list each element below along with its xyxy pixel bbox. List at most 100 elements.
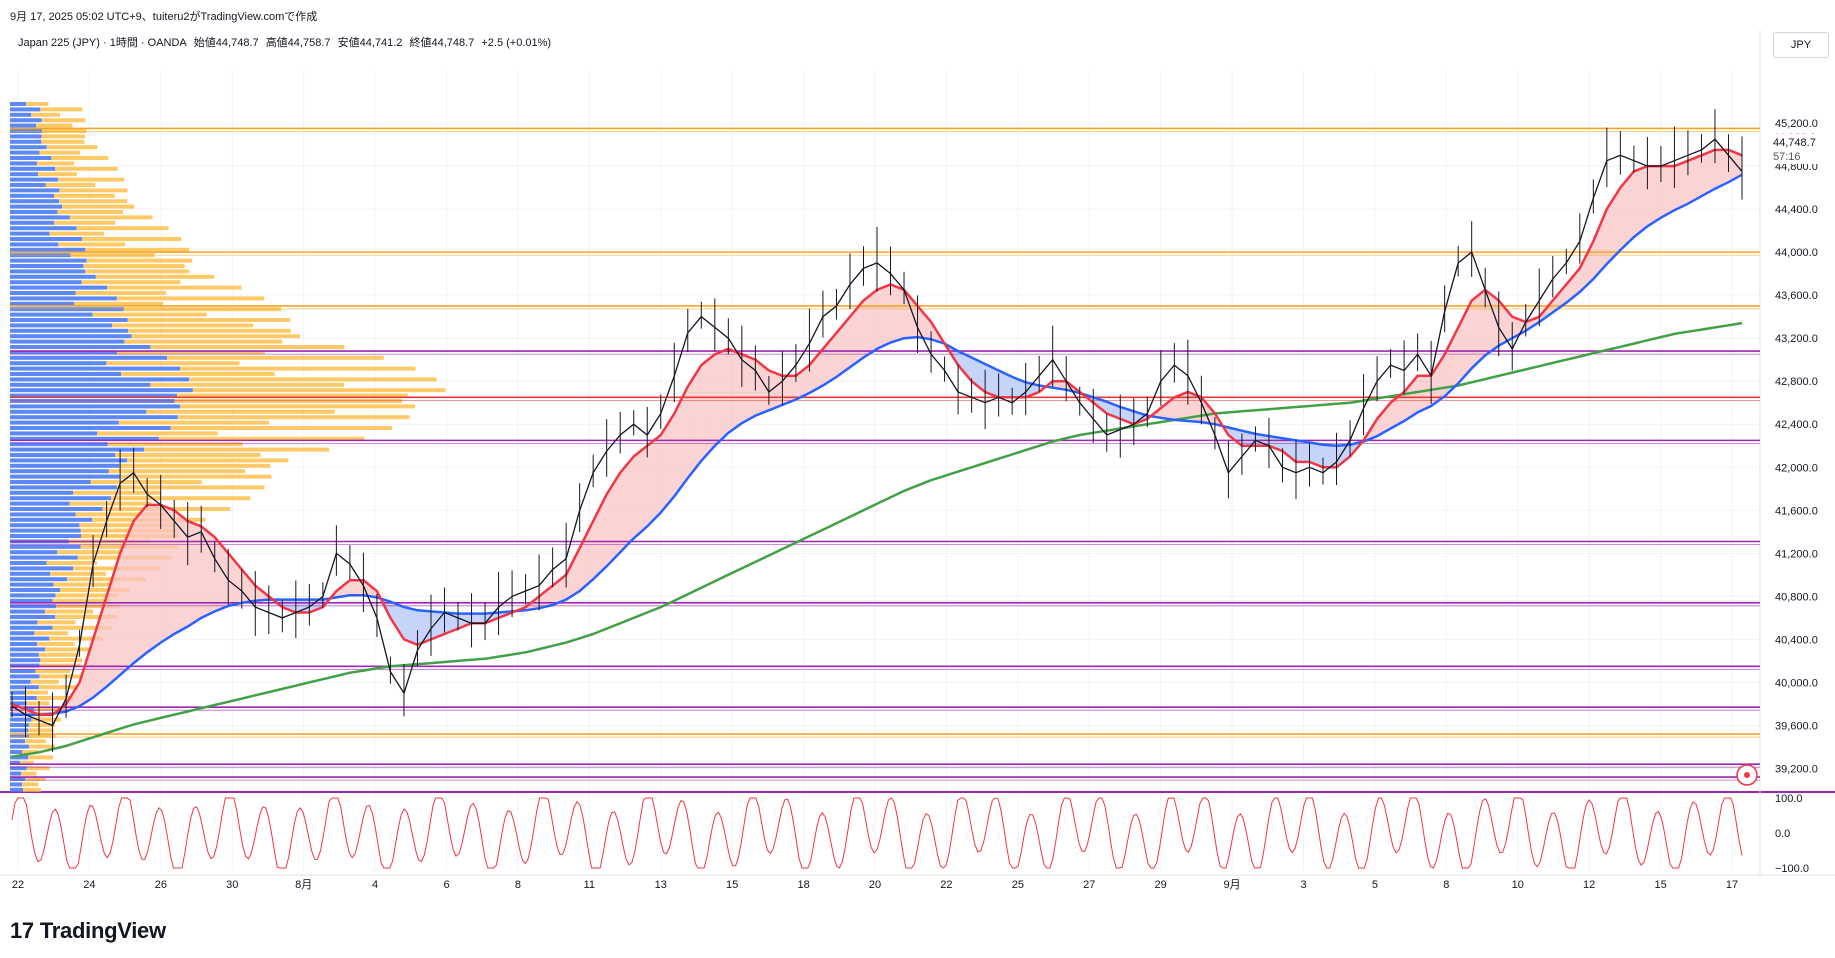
volume-bar-sell xyxy=(117,350,265,355)
ema-cloud-segment xyxy=(1431,354,1445,406)
ema-cloud-segment xyxy=(1498,300,1513,346)
time-axis: 22 24 26 30 8月 4 6 8 11 13 15 18 20 22 25 27 29 9月 3 5 8 10 12… xyxy=(12,879,1738,891)
ema-cloud-segment xyxy=(390,601,404,640)
ema-cloud-segment xyxy=(430,611,445,640)
volume-bar-sell xyxy=(54,220,116,225)
volume-bar-sell xyxy=(116,485,265,490)
volume-bar-buy xyxy=(10,301,75,306)
volume-bar-sell xyxy=(26,766,50,771)
ema-cloud-segment xyxy=(728,348,742,433)
volume-bar-buy xyxy=(10,361,107,366)
ema-cloud-segment xyxy=(214,537,229,612)
time-axis-tick: 3 xyxy=(1300,879,1306,891)
volume-bar-buy xyxy=(10,139,42,144)
volume-bar-buy xyxy=(10,652,39,657)
volume-bar-sell xyxy=(107,442,243,447)
volume-bar-buy xyxy=(10,636,50,641)
ema-cloud-segment xyxy=(1282,438,1296,462)
ema-cloud-segment xyxy=(485,612,499,624)
volume-bar-buy xyxy=(10,771,22,776)
volume-bar-buy xyxy=(10,588,61,592)
ema-cloud-segment xyxy=(1579,241,1594,292)
volume-bar-sell xyxy=(28,728,54,733)
volume-bar-buy xyxy=(10,382,151,387)
volume-bar-buy xyxy=(10,264,84,268)
ema-cloud-segment xyxy=(741,354,756,424)
price-axis-tick: 39,200.0 xyxy=(1775,763,1818,775)
volume-bar-sell xyxy=(38,685,78,690)
volume-bar-buy xyxy=(10,496,111,501)
ema-cloud-segment xyxy=(79,639,94,707)
time-axis-tick: 8 xyxy=(1443,879,1449,891)
volume-bar-buy xyxy=(10,274,96,279)
volume-bar-sell xyxy=(189,377,437,382)
ema-cloud-segment xyxy=(120,521,134,675)
volume-bar-sell xyxy=(75,512,167,517)
volume-bar-buy xyxy=(10,534,82,538)
price-axis-tick: 40,800.0 xyxy=(1775,591,1818,603)
ema-cloud-segment xyxy=(403,607,418,645)
volume-bar-buy xyxy=(10,787,24,792)
volume-bar-sell xyxy=(150,345,345,349)
volume-bar-buy xyxy=(10,566,74,571)
ema-cloud-segment xyxy=(633,445,648,539)
ema-cloud-segment xyxy=(1160,397,1175,420)
ema-cloud-segment xyxy=(1633,166,1648,238)
chart-credit-text: 9月 17, 2025 05:02 UTC+9、tuiteru2がTrading… xyxy=(10,11,318,23)
volume-bar-sell xyxy=(126,458,289,463)
volume-bar-buy xyxy=(10,166,56,171)
volume-bar-sell xyxy=(69,215,153,220)
volume-bar-buy xyxy=(10,388,193,393)
volume-bar-sell xyxy=(95,274,215,279)
ema-cloud-segment xyxy=(1377,402,1391,437)
ema-cloud-segment xyxy=(93,596,107,698)
currency-selector[interactable]: JPY xyxy=(1773,32,1829,58)
volume-bar-sell xyxy=(74,301,164,306)
volume-bar-buy xyxy=(10,237,82,241)
volume-bar-buy xyxy=(10,744,29,749)
time-axis-tick: 13 xyxy=(655,879,667,891)
tradingview-logo[interactable]: 17 TradingView xyxy=(10,918,166,944)
ema-cloud-segment xyxy=(1025,382,1040,398)
ohlc-close: 終値44,748.7 xyxy=(409,37,475,49)
volume-bar-sell xyxy=(49,231,105,236)
ema-cloud-segment xyxy=(836,316,850,377)
volume-bar-sell xyxy=(116,296,265,301)
ema-cloud-segment xyxy=(701,354,715,461)
volume-bar-buy xyxy=(10,350,118,355)
time-axis-tick: 30 xyxy=(226,879,238,891)
volume-bar-sell xyxy=(62,204,135,209)
symbol-legend[interactable]: Japan 225 (JPY) · 1時間 · OANDA 始値44,748.7… xyxy=(18,34,555,50)
volume-bar-sell xyxy=(50,571,106,576)
ohlc-high: 高値44,758.7 xyxy=(265,37,331,49)
volume-bar-sell xyxy=(83,264,185,268)
ema-cloud-segment xyxy=(349,580,364,596)
reset-scale-icon[interactable] xyxy=(1736,764,1758,786)
ema-cloud-segment xyxy=(890,284,905,343)
ohlc-low: 安値44,741.2 xyxy=(337,37,403,49)
volume-bar-buy xyxy=(10,447,145,452)
volume-bar-buy xyxy=(10,453,116,457)
volume-bar-sell xyxy=(40,107,83,112)
ema-cloud-segment xyxy=(336,580,350,598)
time-axis-tick: 27 xyxy=(1083,879,1095,891)
volume-bar-buy xyxy=(10,247,86,252)
ema-cloud-segment xyxy=(1620,171,1634,250)
volume-bar-buy xyxy=(10,507,103,511)
ema-cloud-segment xyxy=(1728,149,1742,183)
volume-bar-sell xyxy=(25,739,46,744)
time-axis-tick: 24 xyxy=(83,879,95,891)
ema-cloud-segment xyxy=(1687,155,1702,204)
volume-bar-buy xyxy=(10,469,109,474)
time-axis-tick: 11 xyxy=(584,879,595,891)
time-axis-tick: 9月 xyxy=(1224,879,1241,891)
volume-bar-sell xyxy=(26,701,50,706)
current-price-tag-bg xyxy=(1770,134,1830,164)
volume-bar-buy xyxy=(10,512,76,517)
ema-cloud-segment xyxy=(1228,427,1242,446)
volume-bar-buy xyxy=(10,458,127,463)
price-axis: 45,200.0 44,800.0 44,400.0 44,000.0 43,600.0… xyxy=(1775,118,1818,775)
time-axis-tick: 6 xyxy=(443,879,449,891)
ema-cloud-segment xyxy=(958,351,972,382)
